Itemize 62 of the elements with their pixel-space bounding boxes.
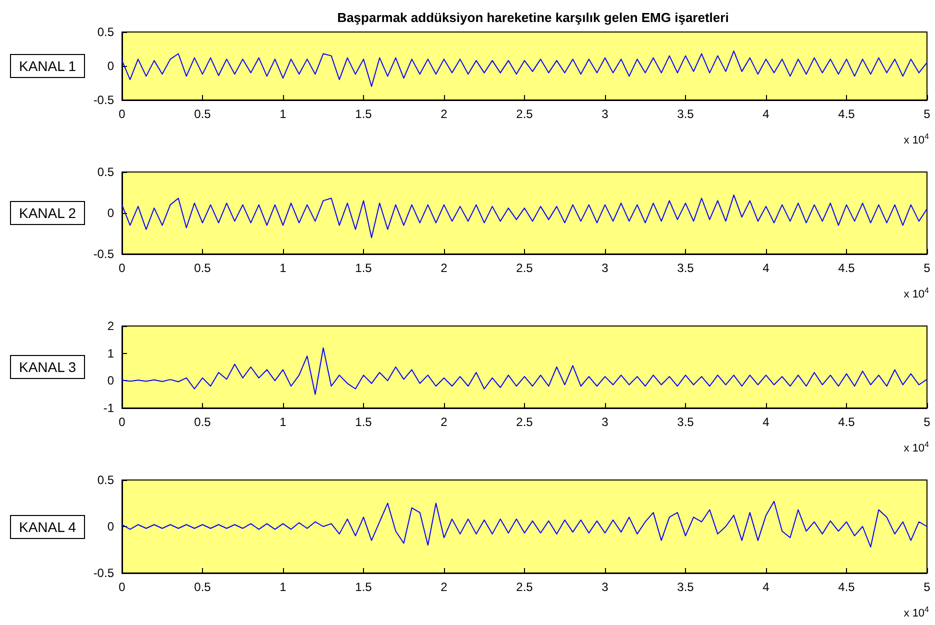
x-tick-label: 4 bbox=[762, 107, 770, 121]
x-tick-label: 0.5 bbox=[194, 107, 212, 121]
x-tick-label: 1.5 bbox=[355, 107, 372, 121]
x-tick-label: 1 bbox=[280, 261, 287, 275]
x-tick-label: 4.5 bbox=[838, 415, 856, 429]
y-axis-title: KANAL 1 bbox=[10, 54, 86, 78]
x-tick-label: 1 bbox=[280, 580, 287, 594]
x-tick-label: 2.5 bbox=[516, 107, 534, 121]
y-tick-label: -0.5 bbox=[93, 93, 114, 107]
y-tick-label: -1 bbox=[103, 401, 114, 415]
x-tick-label: 0 bbox=[118, 107, 126, 121]
x-tick-label: 0.5 bbox=[194, 415, 212, 429]
x-tick-label: 2.5 bbox=[516, 261, 534, 275]
y-tick-label: 1 bbox=[107, 346, 114, 360]
x-tick-label: 3 bbox=[602, 415, 609, 429]
x-tick-label: 3 bbox=[602, 107, 609, 121]
x-tick-label: 1.5 bbox=[355, 580, 372, 594]
x-tick-label: 1 bbox=[280, 415, 287, 429]
x-tick-label: 2 bbox=[440, 261, 448, 275]
y-tick-label: 0 bbox=[107, 59, 114, 73]
y-tick-label: -0.5 bbox=[93, 566, 114, 580]
x-tick-label: 2 bbox=[440, 107, 448, 121]
x-tick-label: 5 bbox=[924, 107, 931, 121]
x-tick-label: 0.5 bbox=[194, 261, 212, 275]
y-tick-label: 0.5 bbox=[97, 25, 114, 39]
x-tick-label: 0 bbox=[118, 415, 126, 429]
y-tick-label: 0 bbox=[107, 374, 114, 388]
y-tick-label: 0 bbox=[107, 206, 114, 220]
x-tick-label: 3.5 bbox=[677, 107, 694, 121]
y-tick-label: 0.5 bbox=[97, 473, 114, 487]
x-tick-label: 1 bbox=[280, 107, 287, 121]
y-tick-label: 2 bbox=[107, 319, 114, 333]
chart-title: Başparmak addüksiyon hareketine karşılık gelen EMG işaretleri bbox=[337, 10, 729, 25]
x-tick-label: 4 bbox=[762, 261, 770, 275]
x-tick-label: 3.5 bbox=[677, 261, 694, 275]
y-axis-title: KANAL 4 bbox=[10, 514, 86, 538]
x-tick-label: 5 bbox=[924, 580, 931, 594]
x-tick-label: 4 bbox=[762, 415, 770, 429]
y-tick-label: 0 bbox=[107, 520, 114, 534]
x-tick-label: 4 bbox=[762, 580, 770, 594]
x-tick-label: 0.5 bbox=[194, 580, 212, 594]
x-tick-label: 4.5 bbox=[838, 261, 856, 275]
x-tick-label: 3 bbox=[602, 580, 609, 594]
x-tick-label: 2 bbox=[440, 580, 448, 594]
x-tick-label: 1.5 bbox=[355, 261, 372, 275]
x-tick-label: 3 bbox=[602, 261, 609, 275]
y-axis-title: KANAL 3 bbox=[10, 355, 86, 379]
x-tick-label: 3.5 bbox=[677, 415, 694, 429]
y-tick-label: 0.5 bbox=[97, 165, 114, 179]
x-tick-label: 0 bbox=[118, 261, 126, 275]
x-tick-label: 4.5 bbox=[838, 107, 856, 121]
x-tick-label: 5 bbox=[924, 415, 931, 429]
x-tick-label: 2.5 bbox=[516, 580, 534, 594]
x-tick-label: 2 bbox=[440, 415, 448, 429]
x-tick-label: 2.5 bbox=[516, 415, 534, 429]
x-tick-label: 4.5 bbox=[838, 580, 856, 594]
y-tick-label: -0.5 bbox=[93, 247, 114, 261]
y-axis-title: KANAL 2 bbox=[10, 201, 86, 225]
x-tick-label: 1.5 bbox=[355, 415, 372, 429]
x-tick-label: 5 bbox=[924, 261, 931, 275]
x-tick-label: 3.5 bbox=[677, 580, 694, 594]
x-tick-label: 0 bbox=[118, 580, 126, 594]
